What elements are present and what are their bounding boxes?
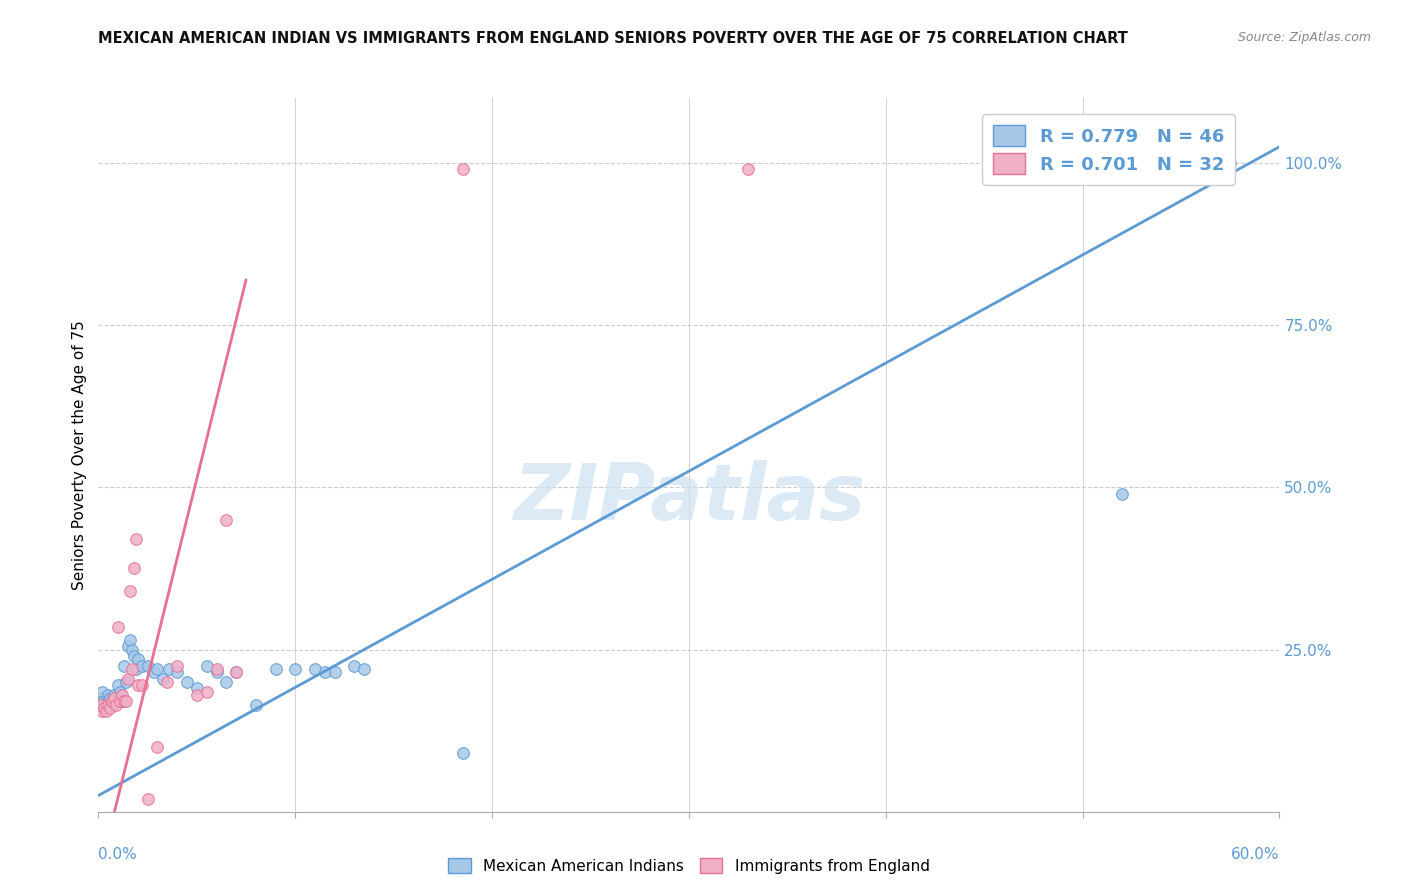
Point — [112, 694, 135, 708]
Point — [215, 675, 238, 690]
Point — [205, 662, 228, 676]
Point — [146, 739, 169, 754]
Point — [117, 640, 139, 654]
Point — [91, 684, 114, 698]
Point — [96, 704, 118, 718]
Point — [122, 561, 145, 575]
Text: 60.0%: 60.0% — [1232, 847, 1279, 863]
Point — [125, 662, 148, 676]
Point — [146, 662, 169, 676]
Point — [115, 675, 138, 690]
Point — [176, 675, 198, 690]
Point — [89, 698, 111, 712]
Point — [93, 701, 115, 715]
Point — [122, 648, 145, 663]
Point — [323, 665, 346, 680]
Point — [107, 694, 129, 708]
Legend: R = 0.779   N = 46, R = 0.701   N = 32: R = 0.779 N = 46, R = 0.701 N = 32 — [981, 114, 1234, 185]
Point — [131, 678, 153, 692]
Point — [108, 684, 131, 698]
Point — [96, 698, 118, 712]
Point — [91, 704, 114, 718]
Point — [117, 672, 139, 686]
Text: ZIPatlas: ZIPatlas — [513, 459, 865, 536]
Point — [195, 658, 218, 673]
Point — [108, 694, 131, 708]
Point — [118, 632, 141, 647]
Point — [121, 662, 143, 676]
Point — [131, 658, 153, 673]
Point — [156, 675, 179, 690]
Point — [166, 658, 188, 673]
Point — [186, 681, 208, 696]
Point — [97, 694, 120, 708]
Point — [136, 791, 159, 805]
Point — [107, 620, 129, 634]
Point — [127, 678, 149, 692]
Point — [215, 513, 238, 527]
Point — [111, 688, 134, 702]
Point — [112, 658, 135, 673]
Point — [97, 688, 120, 702]
Point — [103, 688, 125, 702]
Point — [245, 698, 267, 712]
Point — [314, 665, 336, 680]
Point — [304, 662, 326, 676]
Point — [125, 533, 148, 547]
Point — [121, 642, 143, 657]
Point — [142, 665, 165, 680]
Point — [1111, 487, 1133, 501]
Point — [89, 691, 111, 706]
Point — [264, 662, 287, 676]
Point — [343, 658, 366, 673]
Point — [225, 665, 247, 680]
Point — [284, 662, 307, 676]
Point — [205, 665, 228, 680]
Point — [118, 584, 141, 599]
Point — [107, 678, 129, 692]
Point — [451, 747, 474, 761]
Point — [111, 694, 134, 708]
Point — [98, 701, 121, 715]
Text: MEXICAN AMERICAN INDIAN VS IMMIGRANTS FROM ENGLAND SENIORS POVERTY OVER THE AGE : MEXICAN AMERICAN INDIAN VS IMMIGRANTS FR… — [98, 31, 1128, 46]
Point — [1219, 156, 1241, 170]
Point — [115, 694, 138, 708]
Point — [98, 691, 121, 706]
Point — [737, 162, 759, 177]
Legend: Mexican American Indians, Immigrants from England: Mexican American Indians, Immigrants fro… — [441, 852, 936, 880]
Point — [97, 698, 120, 712]
Point — [101, 698, 124, 712]
Point — [166, 665, 188, 680]
Y-axis label: Seniors Poverty Over the Age of 75: Seniors Poverty Over the Age of 75 — [72, 320, 87, 590]
Point — [152, 672, 174, 686]
Point — [93, 694, 115, 708]
Point — [195, 684, 218, 698]
Point — [225, 665, 247, 680]
Point — [101, 694, 124, 708]
Point — [105, 698, 128, 712]
Point — [103, 691, 125, 706]
Point — [157, 662, 180, 676]
Text: Source: ZipAtlas.com: Source: ZipAtlas.com — [1237, 31, 1371, 45]
Text: 0.0%: 0.0% — [98, 847, 138, 863]
Point — [186, 688, 208, 702]
Point — [127, 652, 149, 666]
Point — [136, 658, 159, 673]
Point — [451, 162, 474, 177]
Point — [105, 691, 128, 706]
Point — [353, 662, 375, 676]
